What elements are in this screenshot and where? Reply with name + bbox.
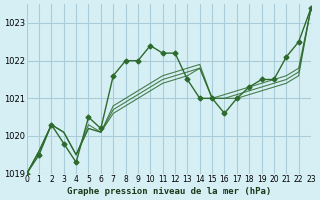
X-axis label: Graphe pression niveau de la mer (hPa): Graphe pression niveau de la mer (hPa) bbox=[67, 187, 271, 196]
